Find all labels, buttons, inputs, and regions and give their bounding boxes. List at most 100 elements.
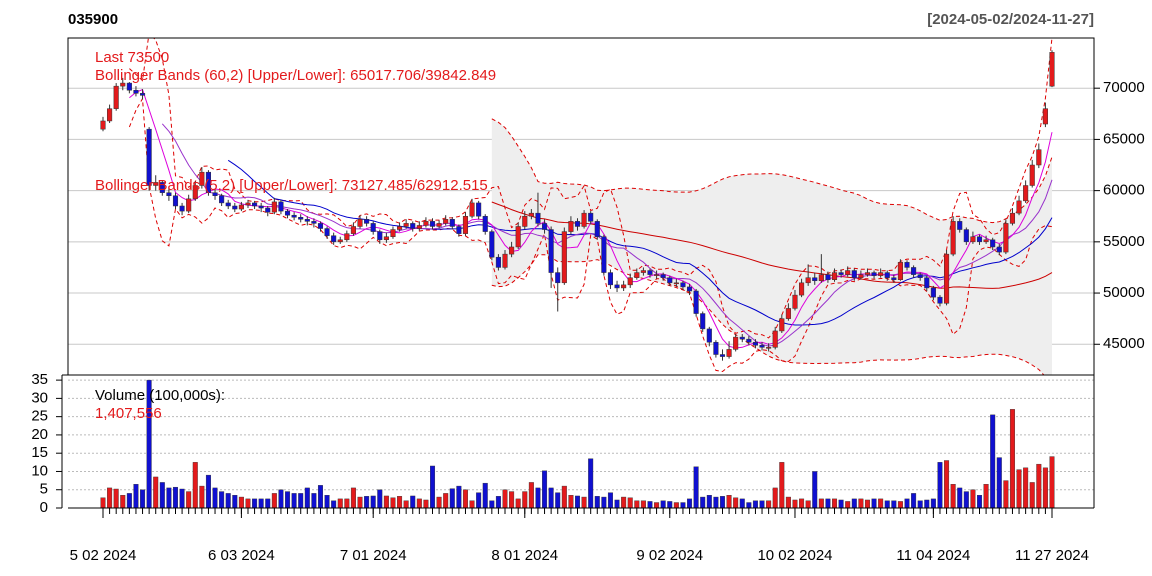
volume-bar	[291, 493, 297, 509]
volume-bar	[607, 492, 613, 509]
volume-bar	[970, 489, 976, 509]
candle-body	[568, 221, 574, 232]
candle-body	[805, 277, 811, 284]
volume-bar	[370, 495, 376, 509]
candle-body	[858, 274, 864, 278]
candle-body	[752, 341, 758, 346]
candle-body	[403, 223, 409, 227]
candle-body	[397, 226, 403, 230]
volume-bar	[996, 457, 1002, 509]
volume-bar	[436, 496, 442, 509]
candle-body	[845, 270, 851, 275]
volume-bar	[245, 498, 251, 509]
volume-bar	[752, 500, 758, 509]
volume-last: 1,407,556	[95, 405, 162, 422]
candle-body	[937, 296, 943, 304]
candle-body	[166, 192, 172, 196]
volume-bar	[667, 501, 673, 509]
volume-tick-label: 15	[31, 444, 48, 461]
candle-body	[265, 207, 271, 213]
volume-bar	[654, 502, 660, 509]
volume-bar	[950, 484, 956, 509]
volume-bar	[199, 485, 205, 509]
volume-bar	[528, 482, 534, 509]
candle-body	[891, 277, 897, 280]
volume-bar	[1029, 482, 1035, 509]
x-tick-label: 7 01 2024	[340, 547, 407, 564]
volume-title: Volume (100,000s):	[95, 387, 225, 404]
volume-bar	[832, 498, 838, 509]
candle-body	[673, 282, 679, 285]
volume-bar	[179, 488, 185, 509]
date-range: [2024-05-02/2024-11-27]	[927, 11, 1094, 28]
candle-body	[594, 221, 600, 237]
volume-bar	[225, 493, 231, 509]
candle-body	[601, 236, 607, 273]
volume-bar	[344, 498, 350, 509]
candle-body	[172, 195, 179, 207]
candle-body	[963, 229, 969, 243]
volume-bar	[449, 488, 455, 509]
candle-body	[495, 256, 501, 268]
volume-bar	[1016, 469, 1022, 509]
candle-body	[621, 284, 627, 289]
candle-body	[726, 349, 732, 357]
candle-body	[541, 223, 548, 230]
candle-body	[383, 236, 389, 241]
indicator-line	[491, 118, 1053, 224]
candle-body	[831, 272, 838, 280]
bb5-label: Bollinger Bands (5,2) [Upper/Lower]: 731…	[95, 177, 488, 194]
candle-body	[924, 277, 930, 289]
candle-body	[634, 272, 640, 278]
volume-bar	[930, 498, 936, 509]
volume-bar	[924, 499, 930, 509]
candle-body	[574, 221, 581, 227]
volume-bar	[726, 495, 732, 509]
candle-body	[252, 202, 258, 207]
candle-body	[337, 239, 343, 243]
candle-body	[153, 182, 159, 186]
candle-body	[410, 223, 416, 229]
candle-body	[199, 171, 205, 186]
volume-bar	[390, 497, 396, 509]
chart-title: 035900	[68, 11, 118, 28]
volume-tick-label: 30	[31, 389, 48, 406]
volume-bar	[594, 496, 600, 509]
candle-body	[627, 277, 633, 286]
volume-bar	[561, 485, 567, 509]
candle-body	[113, 85, 119, 109]
candle-body	[766, 347, 772, 349]
volume-bar	[746, 502, 752, 509]
candle-body	[146, 128, 152, 186]
volume-bar	[166, 487, 172, 509]
volume-bar	[172, 486, 178, 509]
volume-bar	[100, 497, 106, 509]
volume-bar	[219, 491, 225, 509]
volume-bar	[489, 500, 495, 509]
candle-body	[469, 202, 475, 217]
volume-bar	[403, 500, 409, 509]
candle-body	[232, 205, 238, 210]
candle-body	[357, 219, 363, 227]
volume-bar	[627, 497, 633, 509]
volume-bar	[357, 496, 363, 509]
candle-body	[838, 272, 844, 275]
volume-bar	[495, 496, 501, 509]
volume-tick-label: 0	[40, 499, 48, 516]
volume-bar	[977, 495, 983, 509]
volume-bar	[430, 465, 436, 509]
volume-bar	[983, 484, 989, 509]
volume-bar	[377, 489, 383, 509]
candle-body	[186, 198, 192, 212]
candle-body	[792, 294, 798, 309]
volume-bar	[647, 501, 653, 509]
candle-body	[449, 219, 455, 227]
volume-bar	[785, 496, 791, 509]
volume-bar	[107, 487, 113, 509]
candle-body	[390, 229, 396, 237]
volume-tick-label: 25	[31, 408, 48, 425]
volume-bar	[278, 489, 284, 509]
candle-body	[640, 270, 646, 273]
volume-bar	[614, 499, 620, 509]
